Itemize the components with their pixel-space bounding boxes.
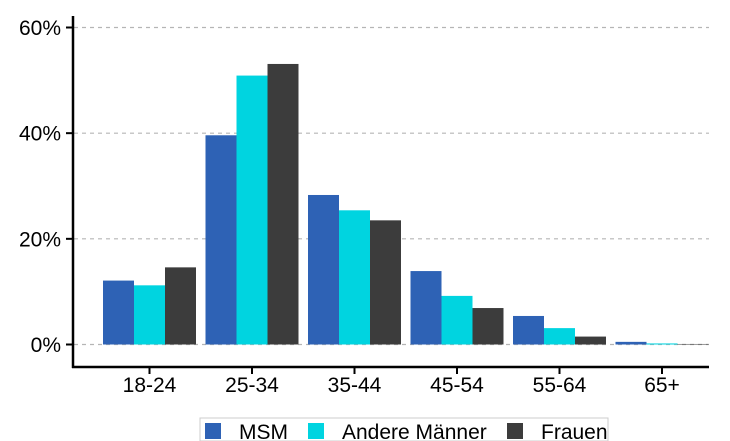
bar-frauen-55-64 xyxy=(575,336,606,345)
bar-frauen-35-44 xyxy=(370,220,401,345)
bar-msm-65+ xyxy=(615,341,647,345)
legend-swatch xyxy=(205,423,221,439)
bar-frauen-18-24 xyxy=(165,267,196,345)
bar-andere-m-nner-35-44 xyxy=(339,210,370,345)
x-tick-label: 65+ xyxy=(644,374,680,397)
bar-frauen-45-54 xyxy=(472,308,504,345)
bar-andere-m-nner-18-24 xyxy=(134,285,165,345)
bar-andere-m-nner-45-54 xyxy=(441,295,473,345)
bar-msm-18-24 xyxy=(103,280,134,345)
bar-msm-55-64 xyxy=(513,315,544,345)
legend-label: Frauen xyxy=(541,421,608,441)
bar-frauen-25-34 xyxy=(267,63,299,345)
legend-frame xyxy=(199,417,609,441)
y-tick-label: 40% xyxy=(19,123,61,146)
x-tick-label: 45-54 xyxy=(430,374,484,397)
x-tick-label: 55-64 xyxy=(533,374,587,397)
bar-andere-m-nner-55-64 xyxy=(544,328,575,345)
bar-andere-m-nner-25-34 xyxy=(236,75,268,345)
bar-frauen-65+ xyxy=(677,343,709,345)
x-axis-ticks: 18-24 25-34 35-44 45-54 55-64 65+ xyxy=(123,367,680,397)
y-tick-label: 20% xyxy=(19,228,61,251)
y-tick-label: 0% xyxy=(31,334,61,357)
bar-andere-m-nner-65+ xyxy=(646,343,678,345)
bar-msm-25-34 xyxy=(205,135,237,345)
legend: MSM Andere Männer Frauen xyxy=(199,417,609,441)
legend-swatch xyxy=(507,423,523,439)
x-tick-label: 18-24 xyxy=(123,374,177,397)
x-tick-label: 25-34 xyxy=(225,374,279,397)
bars xyxy=(103,63,709,345)
legend-label: MSM xyxy=(239,421,288,441)
legend-label: Andere Männer xyxy=(342,421,487,441)
legend-swatch xyxy=(308,423,324,439)
bar-msm-45-54 xyxy=(410,271,442,345)
y-tick-label: 60% xyxy=(19,17,61,40)
y-axis-ticks: 0% 20% 40% 60% xyxy=(19,17,73,357)
x-tick-label: 35-44 xyxy=(328,374,382,397)
bar-msm-35-44 xyxy=(308,194,339,345)
